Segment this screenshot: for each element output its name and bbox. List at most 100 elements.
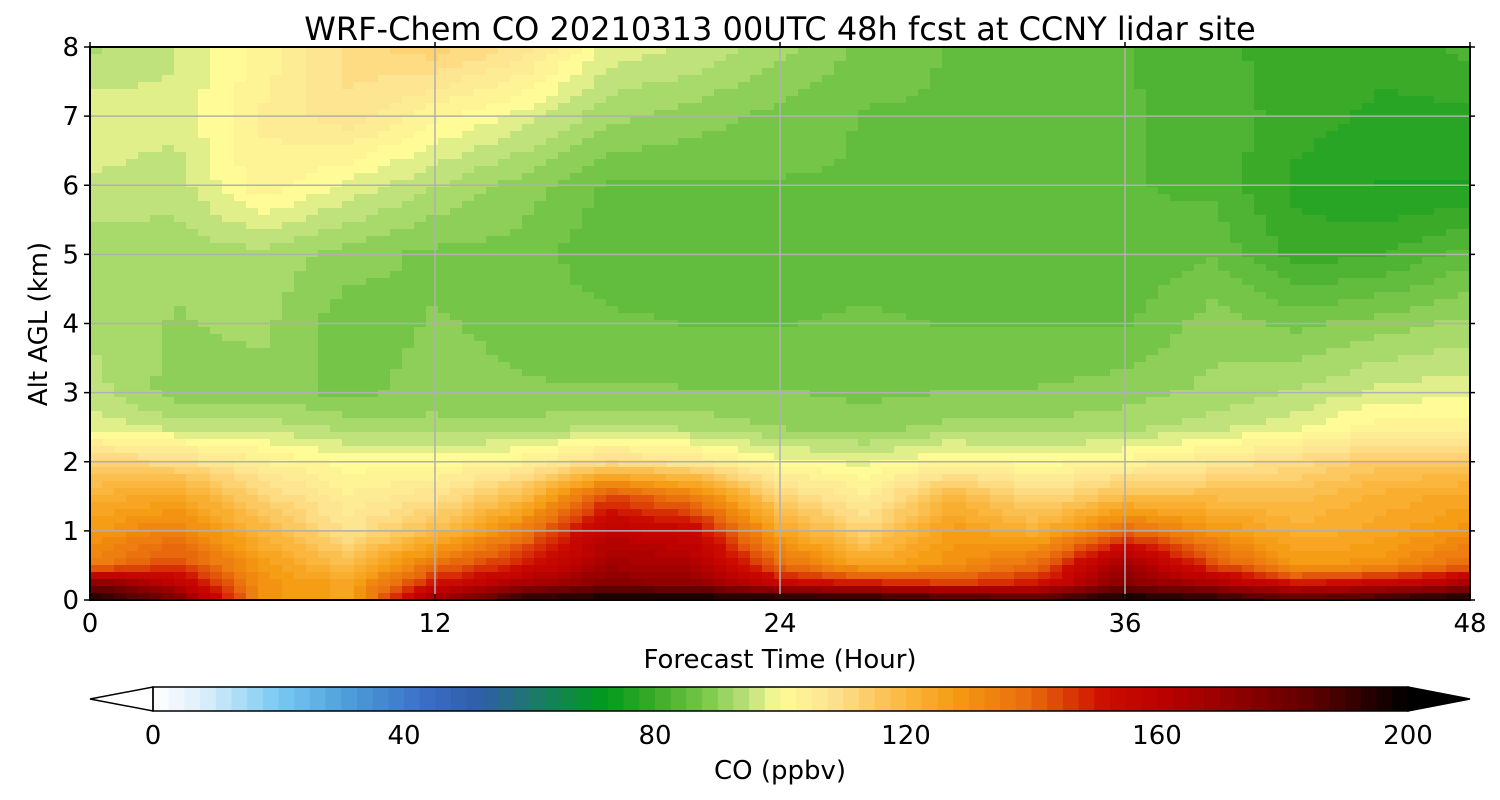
heatmap-cell — [1338, 131, 1351, 139]
heatmap-cell — [534, 82, 547, 90]
heatmap-cell — [1098, 299, 1111, 307]
heatmap-cell — [1410, 334, 1423, 342]
heatmap-cell — [1242, 271, 1255, 279]
heatmap-cell — [90, 180, 103, 188]
heatmap-cell — [750, 96, 763, 104]
heatmap-cell — [1050, 306, 1063, 314]
heatmap-cell — [666, 75, 679, 83]
heatmap-cell — [1458, 264, 1470, 272]
heatmap-cell — [546, 327, 559, 335]
heatmap-cell — [222, 313, 235, 321]
heatmap-cell — [666, 187, 679, 195]
heatmap-cell — [1014, 264, 1027, 272]
heatmap-cell — [1350, 243, 1363, 251]
heatmap-cell — [1098, 243, 1111, 251]
heatmap-cell — [1074, 271, 1087, 279]
heatmap-cell — [954, 61, 967, 69]
heatmap-cell — [1002, 201, 1015, 209]
heatmap-cell — [1230, 75, 1243, 83]
heatmap-cell — [1098, 103, 1111, 111]
heatmap-cell — [762, 145, 775, 153]
heatmap-cell — [654, 47, 667, 55]
heatmap-cell — [342, 159, 355, 167]
heatmap-cell — [282, 313, 295, 321]
heatmap-cell — [1002, 299, 1015, 307]
heatmap-cell — [1134, 173, 1147, 181]
heatmap-cell — [726, 173, 739, 181]
heatmap-cell — [1254, 306, 1267, 314]
heatmap-cell — [234, 159, 247, 167]
heatmap-cell — [462, 257, 475, 265]
heatmap-cell — [1314, 327, 1327, 335]
heatmap-cell — [618, 152, 631, 160]
heatmap-cell — [1386, 96, 1399, 104]
heatmap-cell — [1182, 47, 1195, 55]
heatmap-cell — [978, 341, 991, 349]
heatmap-cell — [954, 299, 967, 307]
heatmap-cell — [534, 61, 547, 69]
heatmap-cell — [126, 306, 139, 314]
heatmap-cell — [402, 285, 415, 293]
heatmap-cell — [522, 327, 535, 335]
heatmap-cell — [1266, 68, 1279, 76]
heatmap-cell — [1230, 82, 1243, 90]
heatmap-cell — [150, 313, 163, 321]
heatmap-cell — [138, 138, 151, 146]
heatmap-cell — [1110, 187, 1123, 195]
heatmap-cell — [1014, 257, 1027, 265]
heatmap-cell — [426, 117, 439, 125]
heatmap-cell — [258, 208, 271, 216]
heatmap-cell — [1206, 334, 1219, 342]
heatmap-cell — [978, 180, 991, 188]
heatmap-cell — [402, 96, 415, 104]
heatmap-cell — [690, 334, 703, 342]
heatmap-cell — [522, 180, 535, 188]
heatmap-cell — [210, 334, 223, 342]
heatmap-cell — [234, 110, 247, 118]
heatmap-cell — [618, 75, 631, 83]
heatmap-cell — [138, 208, 151, 216]
heatmap-cell — [558, 96, 571, 104]
heatmap-cell — [1422, 194, 1435, 202]
heatmap-cell — [894, 194, 907, 202]
heatmap-cell — [594, 54, 607, 62]
heatmap-cell — [438, 61, 451, 69]
heatmap-cell — [846, 208, 859, 216]
heatmap-cell — [1158, 124, 1171, 132]
heatmap-cell — [822, 201, 835, 209]
heatmap-cell — [306, 166, 319, 174]
heatmap-cell — [462, 159, 475, 167]
heatmap-cell — [402, 299, 415, 307]
heatmap-cell — [582, 264, 595, 272]
heatmap-cell — [666, 229, 679, 237]
heatmap-cell — [558, 103, 571, 111]
heatmap-cell — [366, 131, 379, 139]
heatmap-cell — [726, 103, 739, 111]
heatmap-cell — [702, 47, 715, 55]
heatmap-cell — [558, 299, 571, 307]
heatmap-cell — [1182, 194, 1195, 202]
heatmap-cell — [570, 103, 583, 111]
heatmap-cell — [750, 278, 763, 286]
heatmap-cell — [882, 278, 895, 286]
heatmap-cell — [1290, 187, 1303, 195]
heatmap-cell — [366, 180, 379, 188]
heatmap-cell — [1086, 264, 1099, 272]
heatmap-cell — [90, 152, 103, 160]
heatmap-cell — [1014, 145, 1027, 153]
heatmap-cell — [1350, 131, 1363, 139]
heatmap-cell — [666, 138, 679, 146]
heatmap-cell — [846, 201, 859, 209]
heatmap-cell — [1338, 292, 1351, 300]
heatmap-cell — [954, 285, 967, 293]
heatmap-cell — [426, 243, 439, 251]
heatmap-cell — [378, 145, 391, 153]
heatmap-cell — [294, 257, 307, 265]
heatmap-cell — [786, 327, 799, 335]
heatmap-cell — [1002, 145, 1015, 153]
heatmap-cell — [402, 187, 415, 195]
heatmap-cell — [1098, 61, 1111, 69]
heatmap-cell — [138, 61, 151, 69]
heatmap-cell — [162, 159, 175, 167]
heatmap-cell — [1206, 152, 1219, 160]
